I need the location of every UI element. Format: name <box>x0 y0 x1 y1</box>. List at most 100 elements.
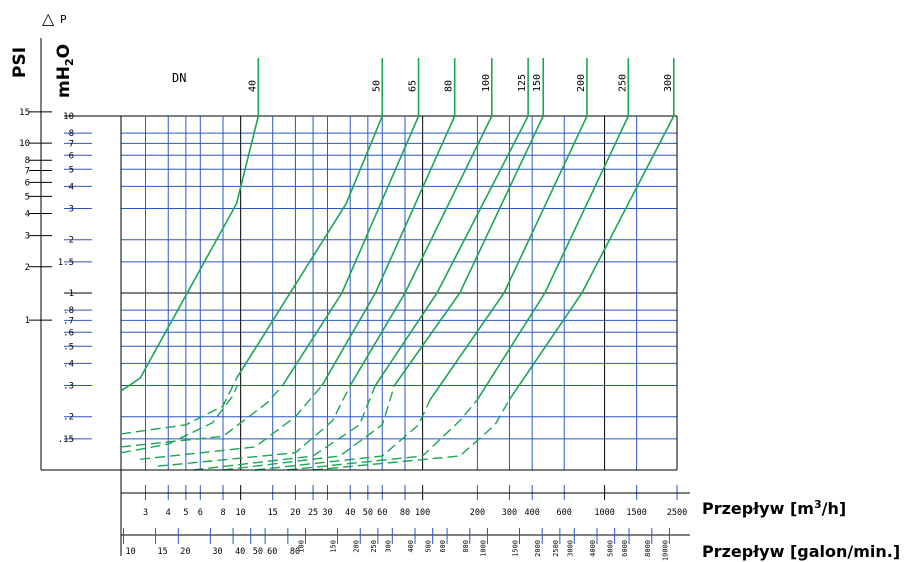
dn-curve-solid <box>476 115 630 401</box>
dn-curve-solid <box>508 115 675 401</box>
mh2o-title-end: O <box>54 44 74 58</box>
psi-tick-label: 15 <box>19 108 30 118</box>
m3h-tick-label: 20 <box>290 508 300 518</box>
psi-tick-label: 6 <box>25 178 30 188</box>
mh2o-title-main: mH <box>54 66 74 98</box>
dn-curve-dashed <box>120 385 284 448</box>
dn-curve-solid <box>393 115 544 386</box>
psi-axis-title: PSI <box>10 47 30 78</box>
gpm-tick-label: 2000 <box>534 540 542 557</box>
dn-series-label: 150 <box>532 74 543 92</box>
dn-series-label: 80 <box>444 80 455 92</box>
gpm-tick-label: 8000 <box>644 540 652 557</box>
psi-tick-label: 4 <box>25 210 30 220</box>
dn-curve-solid <box>349 115 493 386</box>
dn-series-label: 125 <box>517 74 528 92</box>
m3h-tick-label: 300 <box>502 508 517 518</box>
axes: 1087654321.51.8.7.6.5.4.3.2.151510876543… <box>19 38 690 561</box>
mh2o-tick-label: 3 <box>69 205 74 215</box>
delta-p-letter: P <box>60 13 67 26</box>
m3h-tick-label: 3 <box>143 508 148 518</box>
mh2o-tick-label: 1.5 <box>58 258 74 268</box>
dn-label: DN <box>172 71 186 85</box>
gpm-tick-label: 800 <box>462 540 470 553</box>
gpm-tick-label: 4000 <box>589 540 597 557</box>
gpm-tick-label: 50 <box>253 547 263 557</box>
m3h-title-main: Przepływ [m <box>702 499 814 518</box>
m3h-tick-label: 50 <box>363 508 373 518</box>
psi-tick-label: 2 <box>25 263 30 273</box>
m3h-tick-label: 6 <box>198 508 203 518</box>
psi-tick-label: 7 <box>25 166 30 176</box>
mh2o-tick-label: 5 <box>69 165 74 175</box>
gpm-tick-label: 200 <box>352 540 360 553</box>
dn-curve-dashed <box>120 377 238 435</box>
mh2o-title-sub: 2 <box>63 58 76 66</box>
mh2o-tick-label: .3 <box>63 382 74 392</box>
gpm-tick-label: 15 <box>158 547 168 557</box>
mh2o-tick-label: .2 <box>63 413 74 423</box>
dn-series-label: 40 <box>247 80 258 92</box>
dn-curve-solid <box>321 115 456 386</box>
gpm-tick-label: 300 <box>384 540 392 553</box>
m3h-tick-label: 600 <box>557 508 572 518</box>
dn-curve-dashed <box>313 399 511 471</box>
m3h-tick-label: 40 <box>345 508 355 518</box>
dn-series-label: 200 <box>576 74 587 92</box>
mh2o-tick-label: 10 <box>63 112 74 122</box>
dn-curve-dashed <box>193 385 377 471</box>
m3h-tick-label: 10 <box>236 508 246 518</box>
mh2o-axis-title: mH2O <box>54 44 76 98</box>
m3h-tick-label: 60 <box>377 508 387 518</box>
dn-curve-solid <box>281 115 420 386</box>
m3h-tick-label: 25 <box>308 508 318 518</box>
dn-series-label: 300 <box>663 74 674 92</box>
gpm-tick-label: 60 <box>267 547 277 557</box>
psi-tick-label: 8 <box>25 156 30 166</box>
gpm-tick-label: 30 <box>212 547 222 557</box>
dn-curve-dashed <box>255 399 431 471</box>
m3h-tick-label: 80 <box>400 508 410 518</box>
mh2o-tick-label: 6 <box>69 151 74 161</box>
m3h-title-sup: 3 <box>814 498 822 511</box>
dn-curve-solid <box>120 115 260 392</box>
mh2o-tick-label: 4 <box>69 182 74 192</box>
gpm-tick-label: 20 <box>180 547 190 557</box>
gpm-tick-label: 1500 <box>511 540 519 557</box>
gpm-tick-label: 1000 <box>479 540 487 557</box>
psi-tick-label: 5 <box>25 192 30 202</box>
gpm-axis-title: Przepływ [galon/min.] <box>702 542 900 561</box>
dn-curve-dashed <box>140 385 323 460</box>
gpm-tick-label: 6000 <box>621 540 629 557</box>
gpm-tick-label: 500 <box>425 540 433 553</box>
psi-tick-label: 10 <box>19 139 30 149</box>
mh2o-tick-label: 1 <box>69 289 74 299</box>
gpm-tick-label: 10 <box>126 547 136 557</box>
delta-p-symbol: △ <box>42 9 55 28</box>
dn-curve-solid <box>374 115 529 386</box>
m3h-axis-title: Przepływ [m3/h] <box>702 498 846 518</box>
dn-curve-dashed <box>222 385 396 471</box>
grid <box>120 115 678 470</box>
m3h-tick-label: 1500 <box>626 508 646 518</box>
gpm-tick-label: 400 <box>407 540 415 553</box>
dn-series-label: 100 <box>481 74 492 92</box>
gpm-tick-label: 10000 <box>661 540 669 561</box>
mh2o-tick-label: .8 <box>63 306 74 316</box>
m3h-tick-label: 15 <box>268 508 278 518</box>
m3h-tick-label: 30 <box>322 508 332 518</box>
gpm-tick-label: 600 <box>439 540 447 553</box>
dn-series-label: 65 <box>408 80 419 92</box>
gpm-tick-label: 80 <box>290 547 300 557</box>
mh2o-tick-label: .4 <box>63 359 74 369</box>
m3h-tick-label: 200 <box>470 508 485 518</box>
dn-curve-dashed <box>120 385 239 454</box>
gpm-tick-label: 100 <box>297 540 305 553</box>
m3h-title-end: /h] <box>822 499 847 518</box>
gpm-tick-label: 40 <box>235 547 245 557</box>
m3h-tick-label: 400 <box>524 508 539 518</box>
mh2o-tick-label: .5 <box>63 342 74 352</box>
gpm-tick-label: 5000 <box>607 540 615 557</box>
mh2o-tick-label: .15 <box>58 435 74 445</box>
